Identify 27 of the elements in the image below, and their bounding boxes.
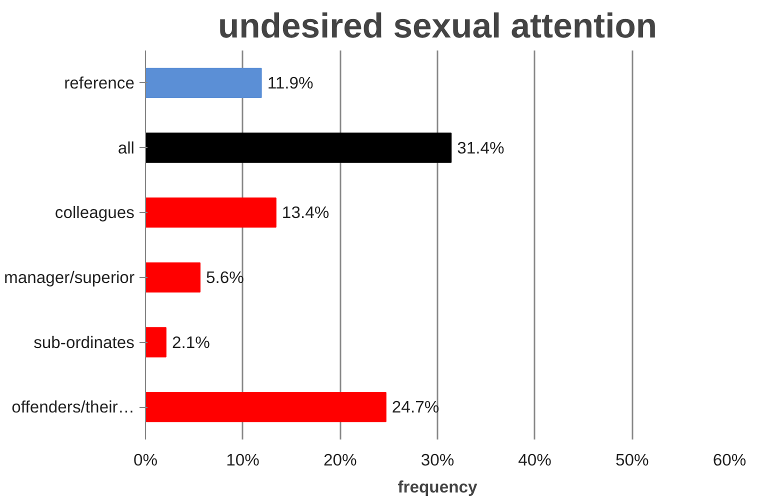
x-tick-label: 10% [226, 450, 260, 470]
x-tick-label: 50% [616, 450, 650, 470]
x-tick-label: 20% [324, 450, 358, 470]
x-tick-label: 60% [712, 450, 746, 470]
bar [146, 327, 166, 358]
data-label: 13.4% [282, 203, 330, 222]
data-label: 31.4% [457, 138, 505, 158]
data-label: 5.6% [206, 268, 244, 287]
data-label: 24.7% [392, 398, 440, 417]
bar [146, 392, 386, 422]
y-tick-label: reference [64, 73, 135, 92]
x-axis-title: frequency [398, 478, 478, 496]
bar [146, 197, 276, 228]
data-label: 2.1% [172, 332, 210, 352]
bar [146, 132, 452, 163]
x-tick-label: 0% [133, 450, 158, 470]
y-tick-label: manager/superior [4, 268, 135, 287]
chart-title: undesired sexual attention [218, 8, 658, 46]
x-tick-label: 30% [420, 450, 454, 470]
y-tick-label: all [118, 138, 135, 158]
y-tick-label: colleagues [54, 203, 135, 222]
data-label: 11.9% [267, 73, 314, 92]
bar [146, 68, 262, 98]
y-tick-label: offenders/their… [12, 398, 135, 417]
bar [146, 262, 201, 293]
x-tick-label: 40% [518, 450, 552, 470]
y-tick-label: sub-ordinates [34, 332, 134, 352]
